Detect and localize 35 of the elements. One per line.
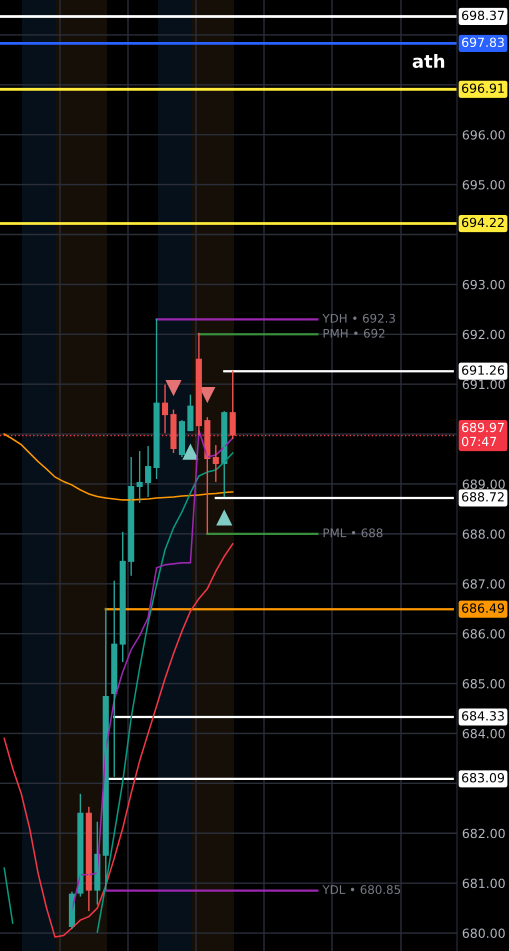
annotation: ath (412, 54, 444, 68)
ref-line-label: 697.83 (462, 38, 504, 48)
series-label: 686.49 (462, 603, 504, 613)
ref-line-label: 696.91 (462, 83, 504, 93)
y-tick-label: 696.00 (462, 130, 505, 140)
y-tick-label: 681.00 (462, 878, 505, 888)
ref-line-label: 694.22 (462, 218, 504, 228)
series-label: 683.09 (462, 773, 504, 782)
series-label: PML • 688 (324, 528, 383, 538)
ref-line-label: 689.97 07:47 (462, 422, 504, 446)
y-tick-label: 688.00 (462, 529, 505, 539)
y-tick-label: 693.00 (462, 280, 505, 290)
series-label: PMH • 692 (324, 328, 384, 338)
series-label: YDH • 692.3 (322, 314, 395, 323)
y-tick-label: 682.00 (462, 828, 505, 838)
point (182, 444, 198, 460)
y-tick-label: 695.00 (462, 180, 505, 190)
point (216, 510, 232, 526)
series-label: 688.72 (462, 492, 504, 502)
line-series (3, 543, 234, 938)
ref-line-label: 698.37 (462, 10, 504, 20)
y-tick-label: 692.00 (462, 330, 505, 340)
series-label: 684.33 (462, 711, 504, 721)
y-tick-label: 691.00 (462, 380, 505, 390)
y-tick-label: 687.00 (462, 579, 505, 589)
y-tick-label: 686.00 (462, 629, 505, 639)
line-series (3, 433, 234, 501)
point (166, 380, 182, 396)
series-label: YDL • 680.85 (322, 885, 400, 894)
y-tick-label: 685.00 (462, 679, 505, 688)
y-tick-label: 689.00 (462, 479, 505, 489)
point (200, 387, 215, 402)
y-tick-label: 680.00 (462, 928, 505, 938)
series-label: 691.26 (462, 365, 504, 375)
y-tick-label: 684.00 (462, 728, 505, 738)
